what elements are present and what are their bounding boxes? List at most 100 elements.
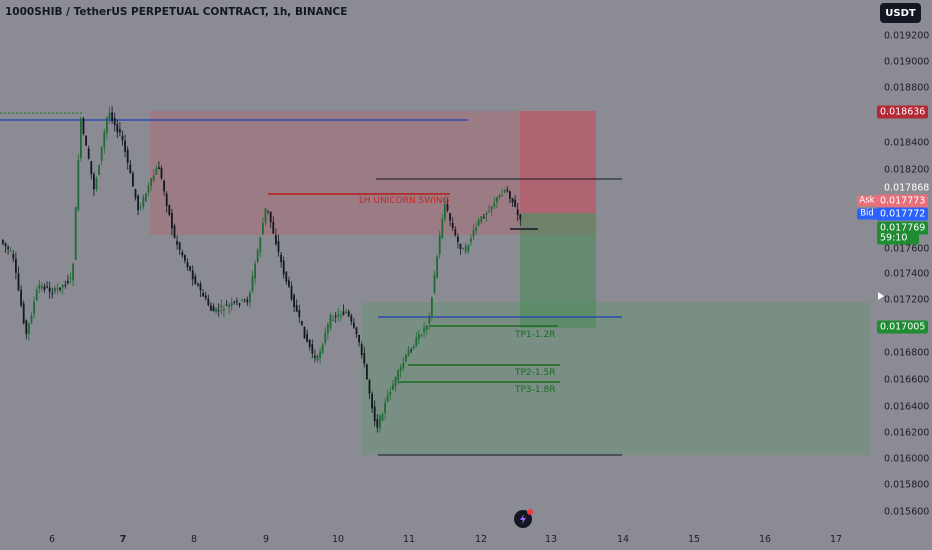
candle-body [25,320,28,334]
candle-body [61,284,64,288]
candle-body [454,229,457,236]
candle-body [397,370,399,381]
candle-body [449,213,451,221]
candle-body [256,250,259,262]
time-tick: 15 [687,534,701,545]
price-tick: 0.015800 [884,479,930,491]
candle-body [457,236,459,242]
candle-body [392,384,394,390]
candle-body [215,308,217,313]
price-tick: 0.019000 [884,56,930,68]
candle-body [230,302,233,307]
scroll-right-arrow-icon[interactable] [878,292,884,300]
candle-body [7,247,9,250]
stop-loss-zone [520,111,596,213]
candle-body [444,203,446,220]
candle-body [51,292,54,294]
candle-body [446,204,449,211]
time-tick: 13 [544,534,558,545]
candle-body [441,218,444,239]
candle-body [269,211,272,223]
candle-body [197,284,199,286]
candle-body [54,287,56,292]
candle-body [163,180,165,192]
candle-body [220,305,223,308]
candle-body [262,222,264,235]
candle-body [12,254,15,259]
candle-body [418,333,420,340]
candle-body [191,270,194,280]
candle-body [480,216,483,223]
candle-body [90,161,93,175]
candle-body [308,339,311,347]
candle-body [20,289,22,306]
candle-body [93,174,95,190]
candle-body [282,260,285,275]
candle-body [176,240,178,245]
time-tick: 9 [262,534,270,545]
candle-body [33,301,35,314]
candle-body [129,164,132,173]
candle-body [17,273,20,291]
candle-body [428,317,431,324]
candle-body [425,325,428,331]
tp2-label: TP2-1.5R [515,368,556,378]
candle-body [389,392,392,395]
candle-body [28,323,30,335]
stop-level-price-label: 0.018636 [877,105,929,119]
candle-body [233,301,236,303]
candle-body [373,406,376,422]
candle-body [46,286,48,288]
candle-body [243,299,246,301]
candle-body [158,167,160,170]
candle-body [275,235,277,245]
candle-body [394,376,397,386]
candle-body [490,206,493,210]
candle-body [384,402,386,413]
candle-body [503,190,506,193]
candle-body [431,297,433,316]
candle-body [410,350,412,352]
candle-body [399,366,402,372]
candle-body [152,175,155,181]
candle-body [171,212,173,229]
candle-body [87,148,90,159]
price-tick: 0.017600 [884,243,930,255]
price-tick: 0.016800 [884,347,930,359]
candle-body [210,305,212,311]
candle-body [251,276,254,292]
candle-body [506,189,509,192]
candle-body [241,299,243,301]
candle-body [85,136,87,146]
candle-body [259,237,262,253]
candle-body [353,322,355,328]
candle-body [511,198,514,203]
candle-body [48,287,51,292]
price-tick: 0.018200 [884,164,930,176]
time-tick: 12 [474,534,488,545]
candle-body [132,173,134,187]
bar-countdown: 59:10 [877,231,919,245]
candle-body [366,364,368,380]
candle-body [56,288,59,290]
candle-body [228,304,230,308]
candle-body [35,290,38,301]
tradingview-logo-icon[interactable] [514,509,533,528]
candle-body [204,295,207,299]
candle-body [386,395,389,402]
candle-body [371,394,373,409]
unicorn-swing-label: 1H UNICORN SWING [358,196,450,206]
candle-body [519,214,522,220]
candle-body [467,244,470,252]
candle-body [438,235,441,254]
candle-body [217,310,220,312]
candle-body [327,324,329,334]
time-tick: 10 [331,534,345,545]
candle-body [165,193,168,207]
candle-body [184,255,186,261]
candle-body [100,146,103,161]
currency-button[interactable]: USDT [880,3,921,23]
candle-body [59,287,61,290]
